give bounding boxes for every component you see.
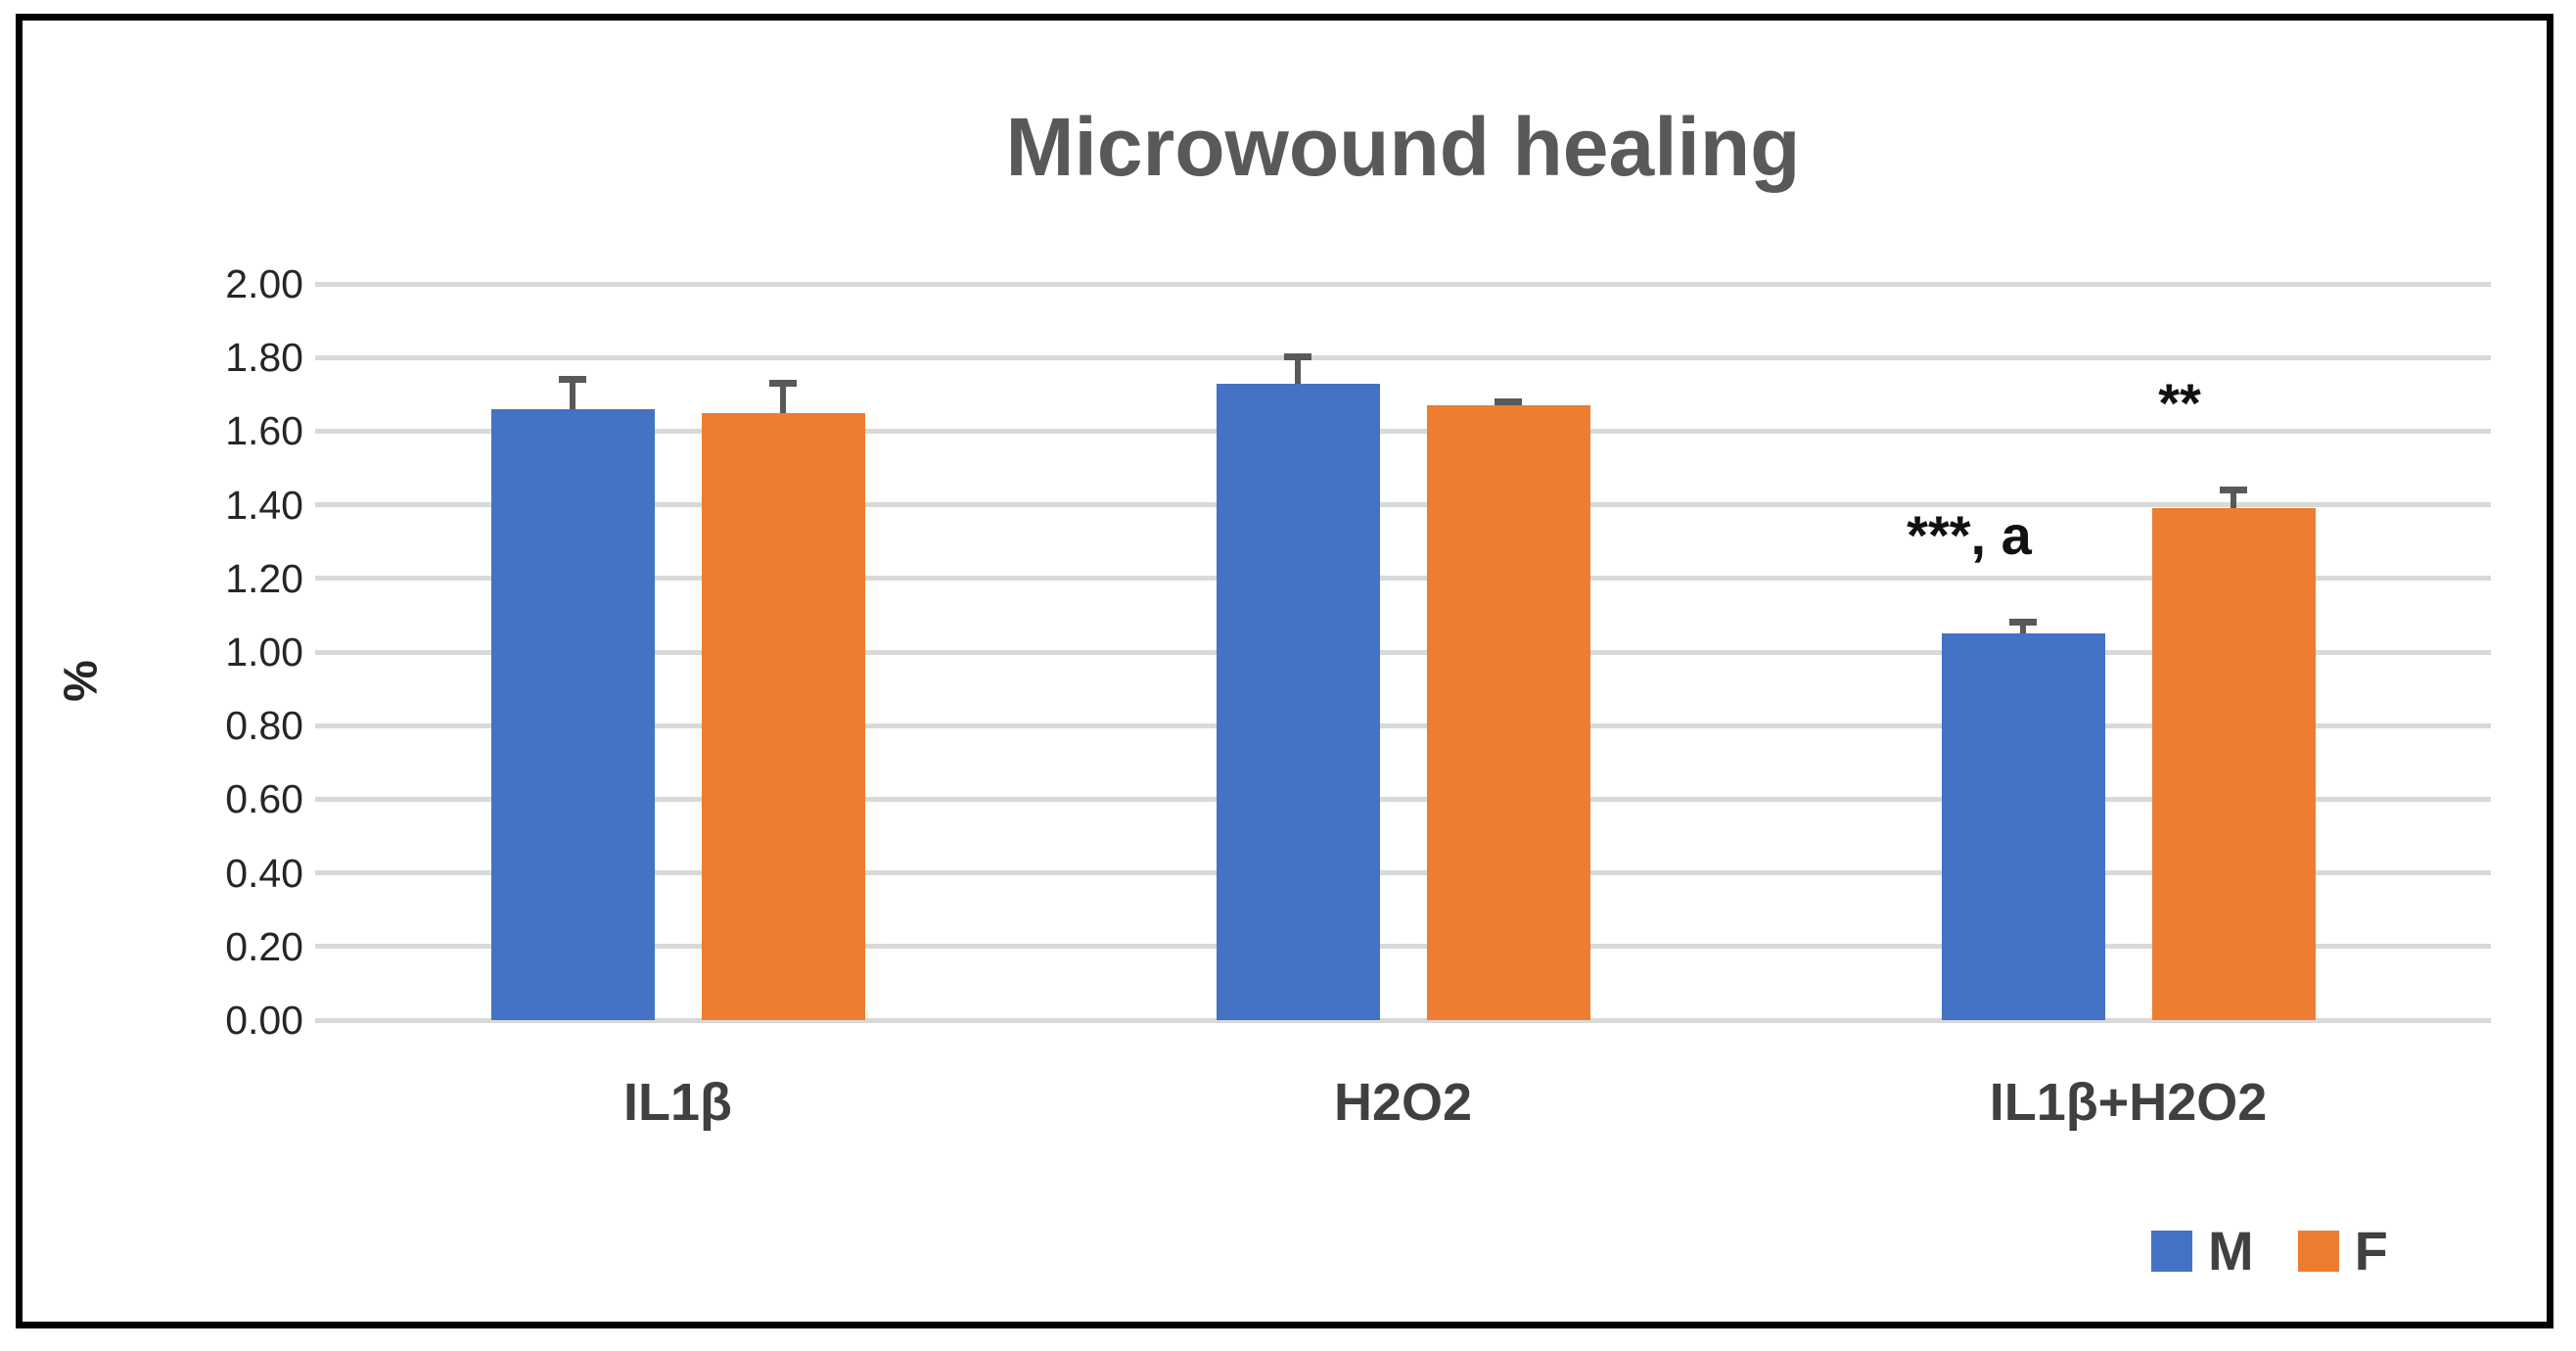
y-tick-label: 0.00 [225,998,303,1043]
y-tick-label: 0.80 [225,703,303,749]
error-bar-cap [559,376,586,383]
x-axis-category-label: H2O2 [1333,1073,1473,1132]
y-tick-label: 0.40 [225,850,303,896]
x-axis-category-label: IL1β+H2O2 [1989,1073,2268,1132]
error-bar-line [2020,619,2026,634]
gridline [315,1017,2491,1023]
significance-annotation: ** [2158,371,2201,434]
legend-item-m: M [2151,1224,2254,1279]
gridline [315,796,2491,802]
bar-f-il1-h2o2 [2151,508,2316,1020]
bar-m-il1 [490,408,655,1020]
gridline [315,281,2491,287]
y-tick-label: 0.20 [225,923,303,969]
y-tick-label: 2.00 [225,261,303,306]
y-tick-label: 0.60 [225,776,303,822]
error-bar-cap [1495,397,1522,405]
gridline [315,428,2491,434]
legend-swatch-m [2151,1231,2192,1272]
legend-swatch-f [2297,1231,2339,1272]
chart-title: Microwound healing [1005,101,1801,193]
y-tick-label: 1.80 [225,335,303,381]
y-tick-label: 1.00 [225,629,303,675]
gridline [315,576,2491,582]
bar-f-il1 [701,412,865,1020]
legend-label: F [2354,1220,2388,1281]
figure-border [16,14,2553,1328]
x-axis-category-label: IL1β [623,1073,732,1132]
gridline [315,722,2491,728]
error-bar-cap [2009,619,2037,627]
error-bar-line [2231,486,2236,509]
gridline [315,502,2491,508]
y-tick-label: 1.60 [225,408,303,454]
significance-annotation: ***, a [1907,504,2032,567]
bar-f-h2o2 [1426,405,1590,1020]
y-tick-label: 1.20 [225,555,303,601]
bar-m-il1-h2o2 [1941,633,2105,1020]
error-bar-cap [769,379,797,387]
error-bar-cap [1284,353,1311,361]
error-bar-line [1295,353,1301,384]
error-bar-cap [2220,486,2247,493]
y-axis-title: % [55,660,108,702]
error-bar-line [780,379,786,413]
gridline [315,870,2491,876]
legend-label: M [2208,1220,2254,1281]
gridline [315,649,2491,655]
legend-item-f: F [2297,1220,2388,1281]
gridline [315,944,2491,950]
plot-area: ***, a ** [315,281,2491,1023]
error-bar-line [570,376,575,409]
bar-m-h2o2 [1216,383,1380,1020]
y-tick-label: 1.40 [225,482,303,528]
gridline [315,354,2491,360]
